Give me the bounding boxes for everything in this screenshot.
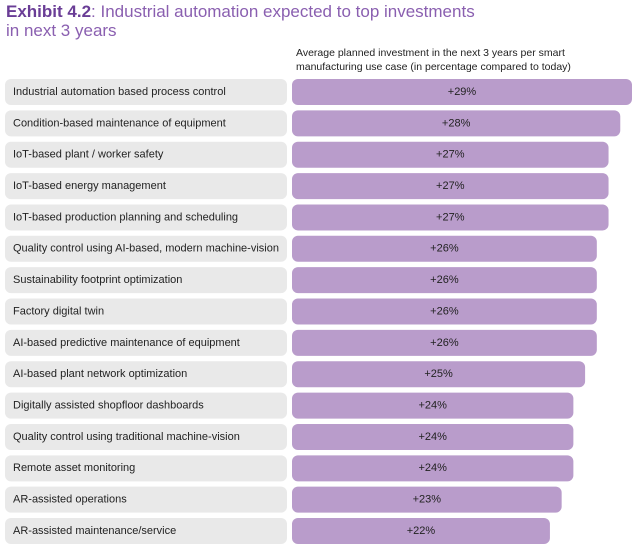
value-label: +22%	[407, 525, 436, 537]
label-box	[5, 392, 287, 419]
chart-title: Exhibit 4.2: Industrial automation expec…	[6, 2, 486, 40]
bar	[292, 79, 632, 105]
value-label: +26%	[430, 337, 459, 349]
category-label: Quality control using traditional machin…	[13, 431, 240, 443]
category-label: Sustainability footprint optimization	[13, 274, 182, 286]
bar	[292, 518, 550, 545]
label-box	[5, 79, 287, 105]
category-label: Factory digital twin	[13, 305, 104, 317]
bar	[292, 110, 621, 137]
bar	[292, 204, 609, 231]
value-label: +24%	[418, 431, 447, 443]
category-label: AR-assisted operations	[13, 494, 127, 506]
bar	[292, 267, 597, 294]
value-label: +26%	[430, 305, 459, 317]
label-box	[5, 423, 287, 450]
label-box	[5, 110, 287, 137]
label-box	[5, 204, 287, 231]
label-box	[5, 518, 287, 545]
title-number: Exhibit 4.2	[6, 2, 92, 21]
label-box	[5, 329, 287, 356]
category-label: Industrial automation based process cont…	[13, 86, 226, 98]
value-label: +24%	[418, 400, 447, 412]
bar	[292, 423, 574, 450]
category-label: Condition-based maintenance of equipment	[13, 117, 226, 129]
category-label: IoT-based production planning and schedu…	[13, 211, 238, 223]
value-label: +27%	[436, 180, 465, 192]
label-box	[5, 298, 287, 325]
category-label: AI-based predictive maintenance of equip…	[13, 337, 240, 349]
label-box	[5, 235, 287, 262]
bar	[292, 455, 574, 482]
category-label: Digitally assisted shopfloor dashboards	[13, 400, 204, 412]
value-label: +24%	[418, 462, 447, 474]
value-label: +27%	[436, 211, 465, 223]
bar	[292, 392, 574, 419]
value-label: +29%	[448, 86, 477, 98]
category-label: Remote asset monitoring	[13, 462, 135, 474]
category-label: AI-based plant network optimization	[13, 368, 187, 380]
label-box	[5, 173, 287, 200]
bar	[292, 141, 609, 168]
bar	[292, 235, 597, 262]
value-label: +28%	[442, 117, 471, 129]
category-label: Quality control using AI-based, modern m…	[13, 243, 279, 255]
category-label: IoT-based energy management	[13, 180, 166, 192]
axis-label: Average planned investment in the next 3…	[296, 47, 571, 73]
category-label: AR-assisted maintenance/service	[13, 525, 176, 537]
value-label: +26%	[430, 274, 459, 286]
bar	[292, 298, 597, 325]
category-label: IoT-based plant / worker safety	[13, 149, 164, 161]
bar	[292, 173, 609, 200]
label-box	[5, 486, 287, 513]
title-text: : Industrial automation expected to top …	[6, 2, 475, 40]
label-box	[5, 141, 287, 168]
label-box	[5, 267, 287, 294]
value-label: +27%	[436, 149, 465, 161]
value-label: +26%	[430, 243, 459, 255]
bar	[292, 361, 586, 388]
value-label: +23%	[413, 494, 442, 506]
value-label: +25%	[424, 368, 453, 380]
bar	[292, 329, 597, 356]
label-box	[5, 455, 287, 482]
label-box	[5, 361, 287, 388]
bar	[292, 486, 562, 513]
